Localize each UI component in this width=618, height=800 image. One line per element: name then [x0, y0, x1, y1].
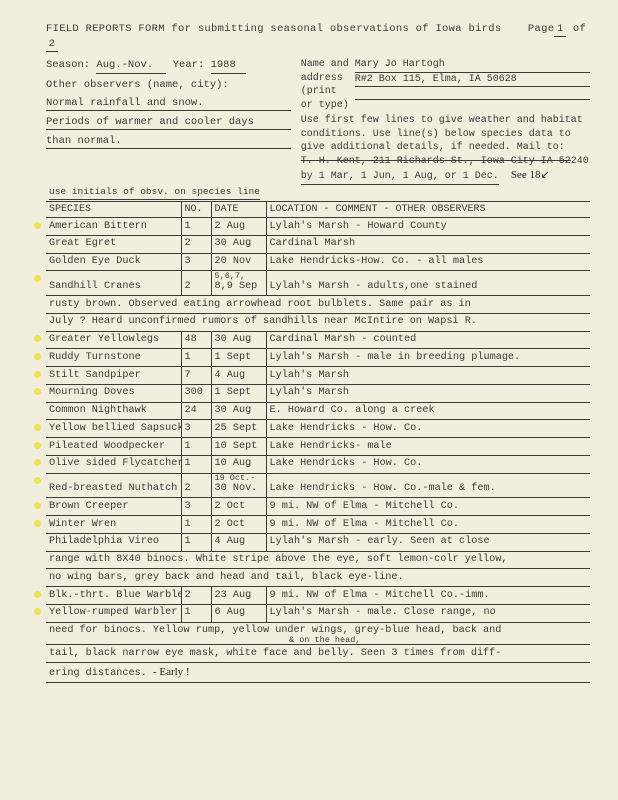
table-row: need for binocs. Yellow rump, yellow und… [46, 622, 590, 645]
table-row: Greater Yellowlegs4830 AugCardinal Marsh… [46, 331, 590, 349]
table-row: Olive sided Flycatcher110 AugLake Hendri… [46, 455, 590, 473]
table-row: Winter Wren12 Oct9 mi. NW of Elma - Mitc… [46, 516, 590, 534]
table-row: Great Egret230 AugCardinal Marsh [46, 235, 590, 253]
observations-table: SPECIES NO. DATE LOCATION - COMMENT - OT… [46, 202, 590, 683]
table-row: Pileated Woodpecker110 SeptLake Hendrick… [46, 438, 590, 456]
col-location: LOCATION - COMMENT - OTHER OBSERVERS [266, 202, 590, 218]
reporter-name: Mary Jo Hartogh [355, 58, 590, 73]
table-row: Common Nighthawk2430 AugE. Howard Co. al… [46, 402, 590, 420]
form-title: FIELD REPORTS FORM for submitting season… [46, 22, 590, 52]
table-row: Sandhill Cranes25,6,7,8,9 SepLylah's Mar… [46, 271, 590, 296]
table-row: rusty brown. Observed eating arrowhead r… [46, 296, 590, 314]
options-line: use initials of obsv. on species line [46, 185, 590, 202]
table-row: American Bittern12 AugLylah's Marsh - Ho… [46, 218, 590, 236]
reporter-address: R#2 Box 115, Elma, IA 50628 [355, 73, 590, 88]
table-row: Stilt Sandpiper74 AugLylah's Marsh [46, 367, 590, 385]
table-row: Yellow-rumped Warbler16 AugLylah's Marsh… [46, 604, 590, 622]
table-row: ering distances. - Early ! [46, 663, 590, 683]
header-block: Season: Aug.-Nov. Year: 1988 Other obser… [46, 58, 590, 185]
col-date: DATE [211, 202, 266, 218]
table-row: no wing bars, grey back and head and tai… [46, 569, 590, 587]
table-row: Brown Creeper32 Oct9 mi. NW of Elma - Mi… [46, 498, 590, 516]
table-row: July ? Heard unconfirmed rumors of sandh… [46, 313, 590, 331]
table-row: Philadelphia Vireo14 AugLylah's Marsh - … [46, 533, 590, 551]
table-row: Red-breasted Nuthatch219 Oct.-30 Nov.Lak… [46, 473, 590, 498]
col-no: NO. [181, 202, 211, 218]
table-row: Golden Eye Duck320 NovLake Hendricks-How… [46, 253, 590, 271]
table-header-row: SPECIES NO. DATE LOCATION - COMMENT - OT… [46, 202, 590, 218]
table-row: Blk.-thrt. Blue Warbler223 Aug9 mi. NW o… [46, 587, 590, 605]
table-row: Yellow bellied Sapsucker325 SeptLake Hen… [46, 420, 590, 438]
col-species: SPECIES [46, 202, 181, 218]
table-row: Mourning Doves3001 SeptLylah's Marsh [46, 384, 590, 402]
table-row: Ruddy Turnstone11 SeptLylah's Marsh - ma… [46, 349, 590, 367]
table-row: tail, black narrow eye mask, white face … [46, 645, 590, 663]
table-row: range with 8X40 binocs. White stripe abo… [46, 551, 590, 569]
